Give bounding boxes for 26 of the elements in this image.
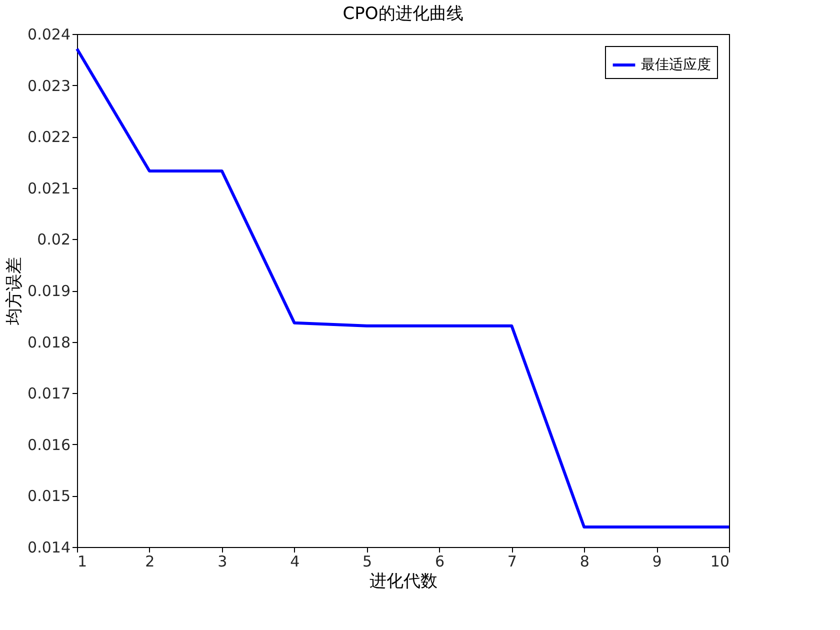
x-tick-label: 4 xyxy=(290,552,300,570)
x-axis-title: 进化代数 xyxy=(370,572,438,592)
y-tick-label: 0.02 xyxy=(37,230,70,249)
y-tick-label: 0.022 xyxy=(28,128,70,146)
x-tick-label: 3 xyxy=(218,552,228,570)
y-tick-label: 0.024 xyxy=(28,26,70,44)
x-tick-label: 2 xyxy=(145,552,155,570)
y-tick-label: 0.019 xyxy=(28,282,70,300)
y-tick-label: 0.015 xyxy=(28,487,70,506)
y-axis-title: 均方误差 xyxy=(4,257,25,326)
x-tick-label: 6 xyxy=(434,552,444,570)
x-tick-label: 9 xyxy=(652,552,662,570)
x-tick-label: 10 xyxy=(710,552,730,570)
y-tick-label: 0.023 xyxy=(28,76,70,95)
x-tick-label: 5 xyxy=(362,552,372,570)
legend-label: 最佳适应度 xyxy=(641,57,711,73)
y-tick-label: 0.014 xyxy=(28,538,70,556)
y-tick-label: 0.021 xyxy=(28,179,70,198)
y-tick-label: 0.018 xyxy=(28,333,70,352)
y-tick-label: 0.017 xyxy=(28,384,70,403)
y-tick-label: 0.016 xyxy=(28,436,70,454)
chart-title: CPO的进化曲线 xyxy=(342,4,464,24)
x-tick-label: 8 xyxy=(580,552,590,570)
line-series xyxy=(76,47,730,528)
x-tick-label: 7 xyxy=(507,552,517,570)
x-tick-label: 1 xyxy=(78,552,88,570)
